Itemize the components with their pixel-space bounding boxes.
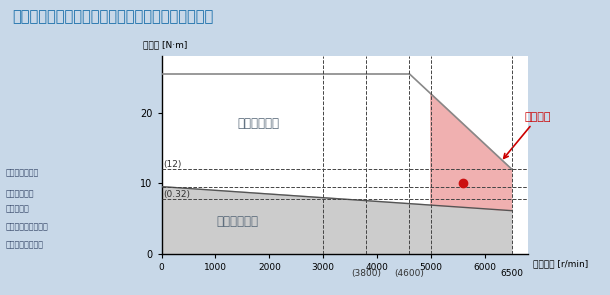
Text: (4600): (4600) bbox=[394, 269, 424, 278]
Polygon shape bbox=[162, 187, 512, 254]
Text: 連続出力トルク: 連続出力トルク bbox=[6, 240, 44, 249]
Text: 6500: 6500 bbox=[500, 269, 523, 278]
Text: (12): (12) bbox=[163, 160, 182, 169]
Text: 拡大領域: 拡大領域 bbox=[504, 112, 551, 158]
Text: トルク [N·m]: トルク [N·m] bbox=[143, 40, 187, 49]
Text: (3800): (3800) bbox=[351, 269, 381, 278]
Text: ストールトルク: ストールトルク bbox=[6, 169, 40, 178]
Text: 回転速度 [r/min]: 回転速度 [r/min] bbox=[533, 260, 588, 269]
Polygon shape bbox=[431, 94, 512, 211]
Text: 高速・大トルク化により、活用領域が大幅に拡大。: 高速・大トルク化により、活用領域が大幅に拡大。 bbox=[12, 9, 213, 24]
Text: ＝保持トルク: ＝保持トルク bbox=[6, 190, 35, 199]
Text: 定格トルク: 定格トルク bbox=[6, 204, 30, 214]
Polygon shape bbox=[162, 74, 512, 254]
Text: ＝定格回転速度時の: ＝定格回転速度時の bbox=[6, 222, 49, 231]
Text: 連続動作領域: 連続動作領域 bbox=[216, 215, 258, 228]
Text: (0.32): (0.32) bbox=[163, 190, 190, 199]
Text: 瞬時動作領域: 瞬時動作領域 bbox=[237, 117, 279, 130]
